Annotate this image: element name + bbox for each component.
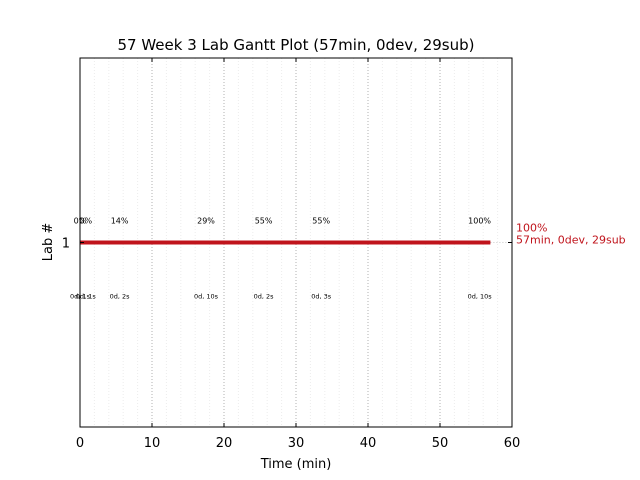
- milestone-detail-label: 0d, 1s: [76, 293, 97, 301]
- milestone-detail-label: 0d, 2s: [254, 293, 275, 301]
- x-axis-label: Time (min): [260, 457, 332, 472]
- end-summary-label: 57min, 0dev, 29sub: [516, 234, 626, 247]
- milestone-detail-label: 0d, 10s: [468, 293, 493, 301]
- milestone-percent-label: 29%: [197, 217, 215, 226]
- chart-title: 57 Week 3 Lab Gantt Plot (57min, 0dev, 2…: [117, 36, 474, 54]
- y-axis-label: Lab #: [41, 223, 56, 262]
- x-tick-label: 40: [360, 436, 377, 451]
- y-tick-label: 1: [62, 237, 70, 252]
- axes: 0 10 20 30 40 50 60 1: [62, 58, 521, 451]
- x-tick-label: 30: [288, 436, 305, 451]
- milestone-detail-label: 0d, 3s: [311, 293, 332, 301]
- milestone-percent-label: 0%: [79, 217, 92, 226]
- x-tick-label: 20: [216, 436, 233, 451]
- end-percent-label: 100%: [516, 222, 547, 235]
- x-tick-label: 60: [504, 436, 521, 451]
- milestone-percent-label: 14%: [111, 217, 129, 226]
- x-tick-label: 10: [144, 436, 161, 451]
- x-tick-label: 0: [76, 436, 84, 451]
- milestone-detail-label: 0d, 10s: [194, 293, 219, 301]
- milestone-percent-label: 100%: [468, 217, 491, 226]
- x-tick-label: 50: [432, 436, 449, 451]
- milestone-percent-label: 55%: [255, 217, 273, 226]
- milestone-detail-label: 0d, 2s: [110, 293, 131, 301]
- milestone-percent-label: 55%: [312, 217, 330, 226]
